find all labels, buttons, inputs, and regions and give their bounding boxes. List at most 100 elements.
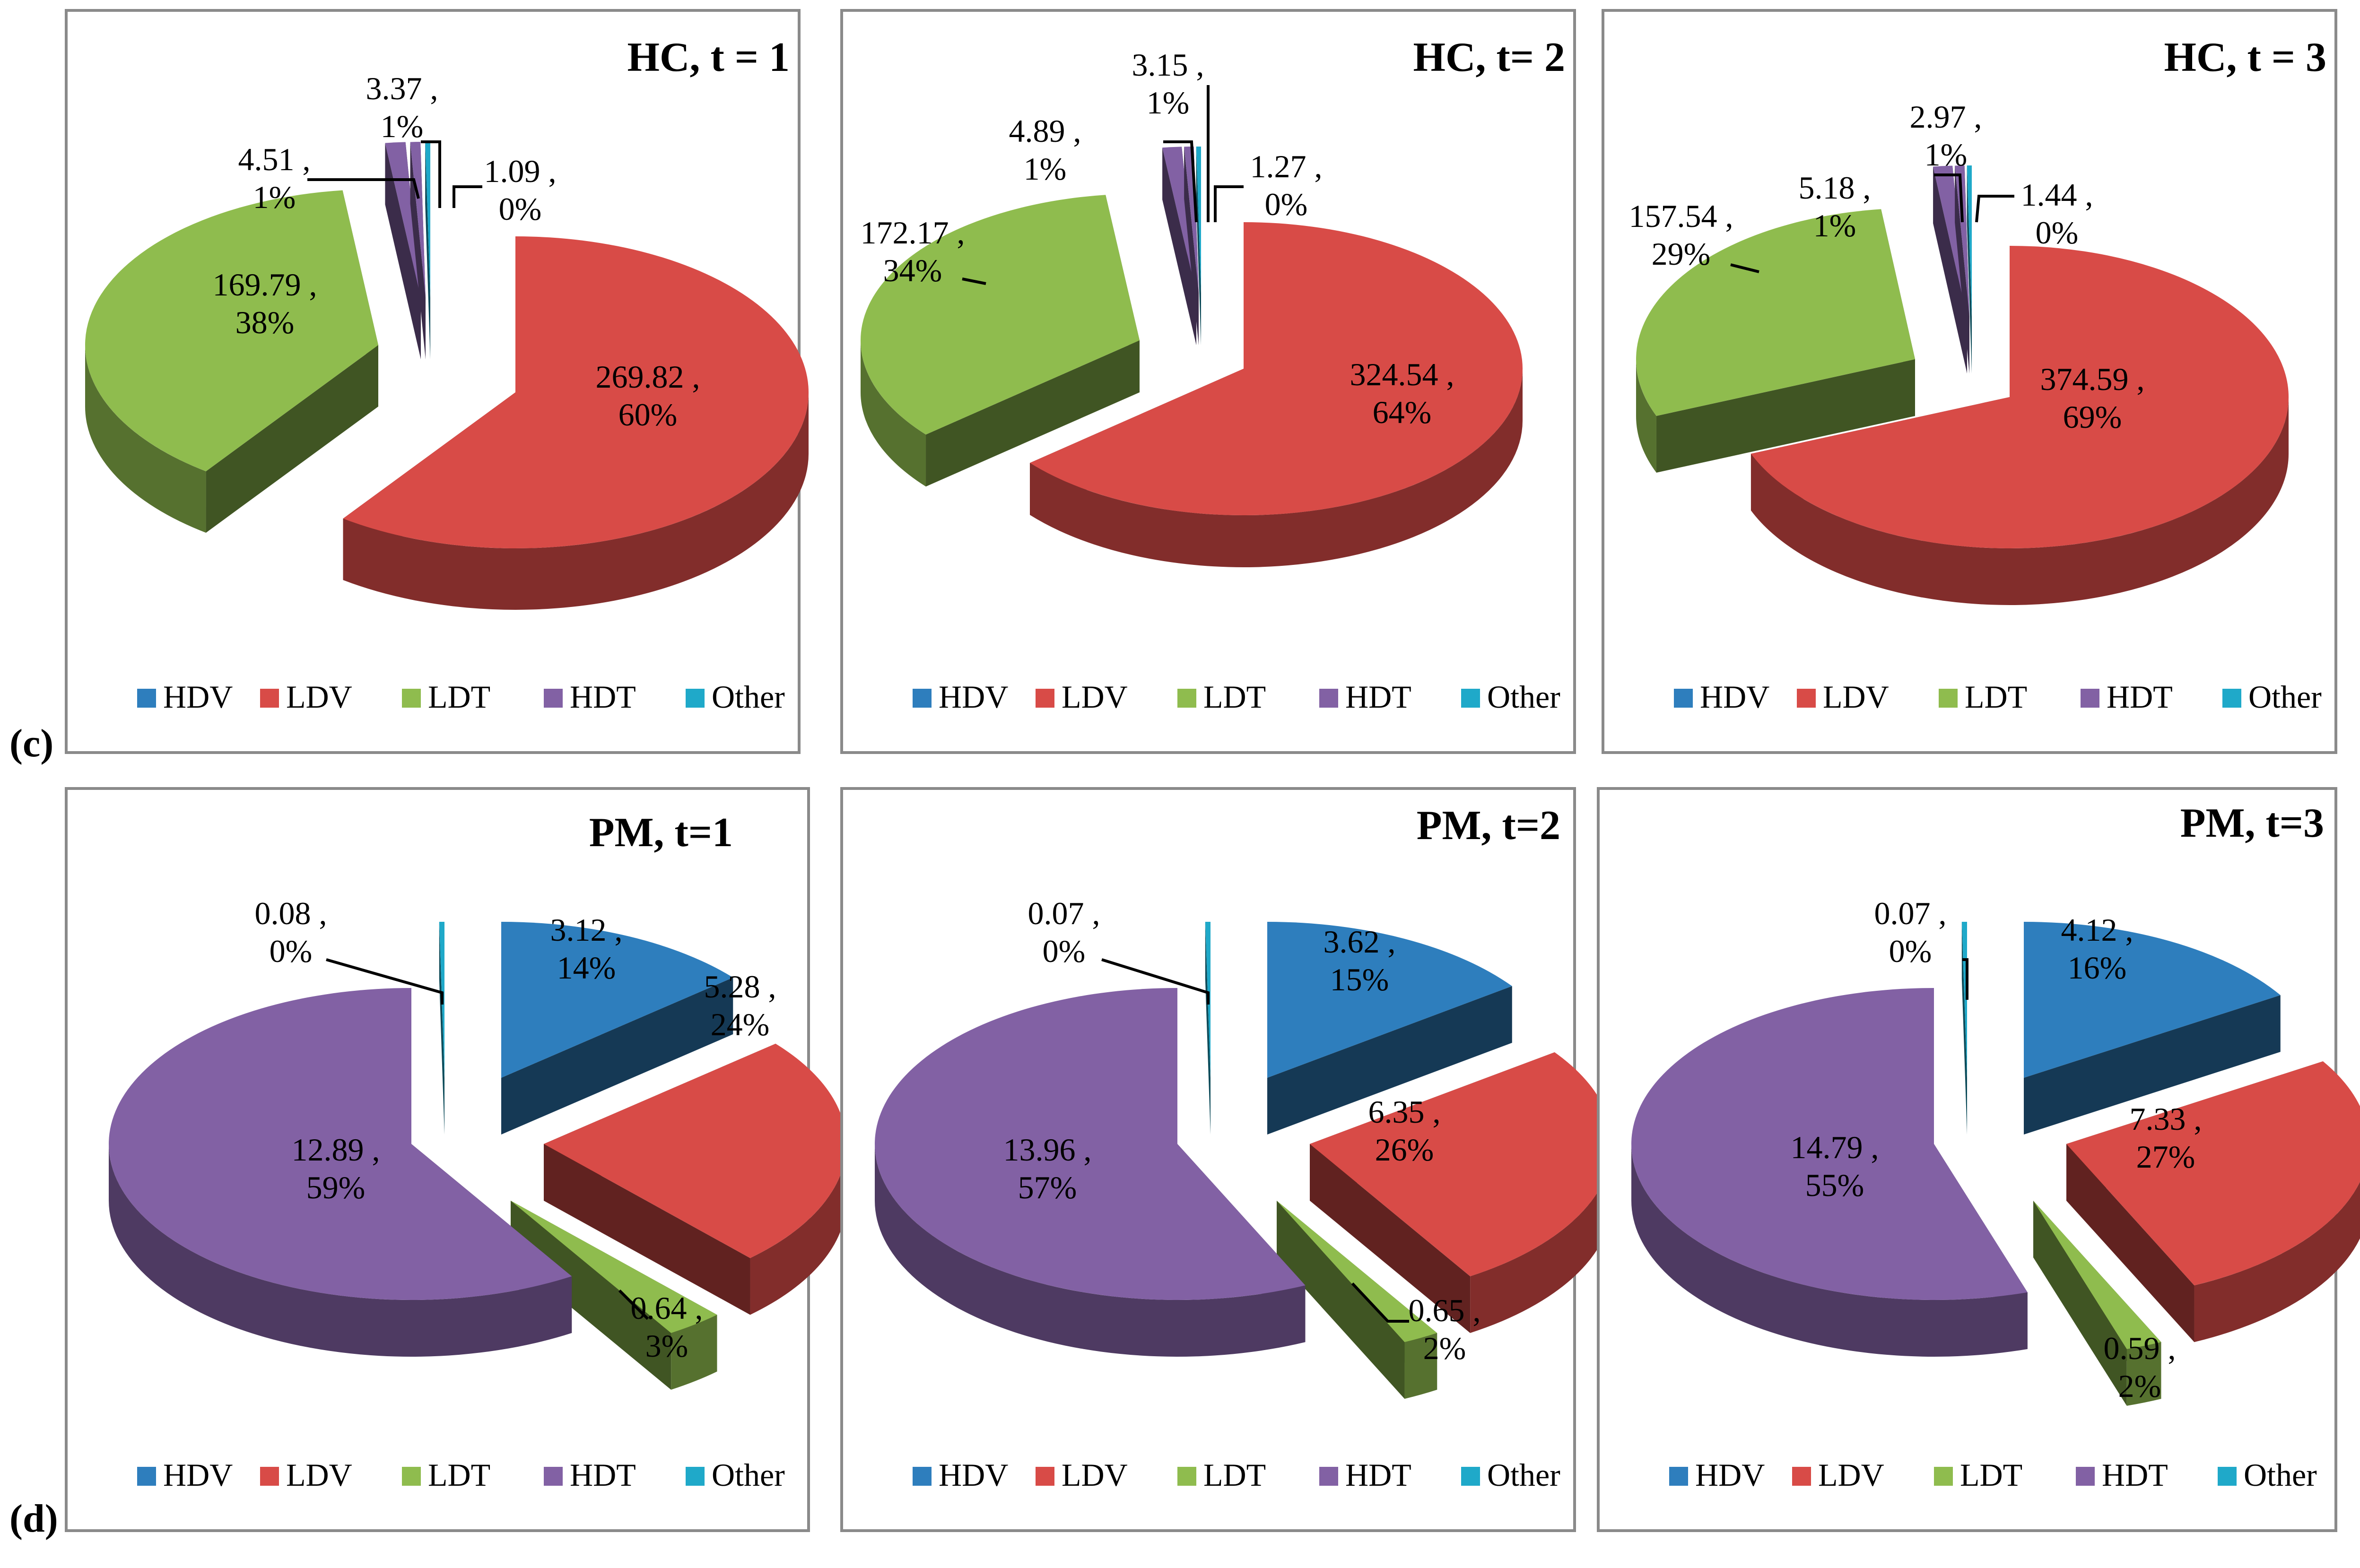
row-label-c: (c) xyxy=(9,721,53,765)
legend-label-ldv: LDV xyxy=(1062,1457,1128,1493)
data-label-ldt: 172.17 , 34% xyxy=(861,215,965,288)
legend-swatch-hdv xyxy=(1674,689,1693,708)
legend-label-ldt: LDT xyxy=(428,1457,490,1493)
chart-title: HC, t = 1 xyxy=(627,35,790,80)
data-label-other: 0.07 , 0% xyxy=(1028,895,1100,969)
row-label-d: (d) xyxy=(9,1497,58,1541)
legend-swatch-other xyxy=(686,689,705,708)
legend-swatch-ldv xyxy=(260,689,279,708)
pie-slice-ldt xyxy=(1277,1201,1437,1399)
legend: HDV LDV LDT HDT Other xyxy=(137,679,785,715)
legend-swatch-ldt xyxy=(1934,1467,1953,1486)
legend-label-hdv: HDV xyxy=(1700,679,1769,715)
legend-swatch-ldt xyxy=(402,1467,421,1486)
data-label-other: 1.27 , 0% xyxy=(1250,148,1323,222)
chart-panel-2: HC, t= 2 324.54 , 64% 172.17 , 34% 4.89 , 1% 3.… xyxy=(840,9,1576,754)
legend-label-ldv: LDV xyxy=(1823,679,1889,715)
data-label-ldt: 0.59 , 2% xyxy=(2104,1330,2176,1404)
legend-swatch-hdv xyxy=(913,1467,932,1486)
data-label-hdt: 4.51 , 1% xyxy=(238,141,311,215)
legend-label-other: Other xyxy=(2248,679,2322,715)
legend: HDV LDV LDT HDT Other xyxy=(137,1457,785,1493)
legend-label-ldv: LDV xyxy=(1062,679,1128,715)
pie-slice-ldt xyxy=(511,1201,717,1390)
data-label-hdt: 2.97 , 1% xyxy=(1910,99,1982,173)
pie-slice-other xyxy=(1196,147,1201,345)
legend-swatch-hdv xyxy=(913,689,932,708)
legend-label-hdt: HDT xyxy=(2102,1457,2168,1493)
legend-label-ldv: LDV xyxy=(1818,1457,1884,1493)
data-label-hdt: 5.18 , 1% xyxy=(1799,170,1871,243)
legend-swatch-hdt xyxy=(544,1467,563,1486)
chart-panel-6: PM, t=3 4.12 , 16% 7.33 , 27% 0.59 , 2% 14.79 ,… xyxy=(1597,787,2360,1532)
legend-label-ldt: LDT xyxy=(1965,679,2027,715)
data-label-ldv: 374.59 , 69% xyxy=(2040,361,2145,435)
legend-label-other: Other xyxy=(712,679,785,715)
data-label-hdt: 3.15 , 1% xyxy=(1132,47,1204,121)
legend: HDV LDV LDT HDT Other xyxy=(913,1457,1560,1493)
leader-line xyxy=(1214,185,1244,222)
data-label-hdt: 3.37 , 1% xyxy=(366,70,438,144)
chart-panel-5: PM, t=2 3.62 , 15% 6.35 , 26% 0.65 , 2% 13.96 ,… xyxy=(840,787,1612,1532)
data-label-ldv: 5.28 , 24% xyxy=(704,969,776,1042)
leader-line xyxy=(453,185,482,208)
legend-label-other: Other xyxy=(1487,1457,1560,1493)
legend-swatch-other xyxy=(1461,1467,1480,1486)
legend-label-other: Other xyxy=(712,1457,785,1493)
pie-slice-ldt xyxy=(2033,1201,2161,1406)
data-label-ldv: 324.54 , 64% xyxy=(1350,356,1454,430)
pie-slice-hdt xyxy=(108,988,572,1357)
legend-label-hdv: HDV xyxy=(163,1457,233,1493)
legend-swatch-other xyxy=(2218,1467,2237,1486)
legend-swatch-hdv xyxy=(137,1467,156,1486)
chart-panel-1: HC, t = 1 269.82 , 60% 169.79 , 38% 4.51 , 1% 3… xyxy=(65,9,809,754)
legend-swatch-hdt xyxy=(2076,1467,2095,1486)
data-label-ldt: 0.65 , 2% xyxy=(1409,1292,1481,1366)
legend-label-hdv: HDV xyxy=(939,1457,1008,1493)
pie-slice-ldt xyxy=(85,190,379,533)
legend: HDV LDV LDT HDT Other xyxy=(1674,679,2322,715)
legend-swatch-ldt xyxy=(1939,689,1958,708)
leader-line xyxy=(618,1289,649,1320)
data-label-other: 1.44 , 0% xyxy=(2021,177,2093,251)
legend-swatch-hdv xyxy=(137,689,156,708)
pie-slice-ldv xyxy=(1030,222,1523,567)
data-label-hdt: 14.79 , 55% xyxy=(1791,1129,1879,1203)
pie-slice-ldv xyxy=(544,1043,847,1315)
legend-swatch-ldv xyxy=(1036,689,1054,708)
legend-label-ldt: LDT xyxy=(428,679,490,715)
pie-slice-ldv xyxy=(1750,246,2289,606)
chart-panel-3: HC, t = 3 374.59 , 69% 157.54 , 29% 5.18 , 1% 2… xyxy=(1602,9,2337,754)
legend-label-hdv: HDV xyxy=(939,679,1008,715)
legend-swatch-hdv xyxy=(1669,1467,1688,1486)
leader-line xyxy=(1101,958,1210,1005)
leader-line xyxy=(1975,195,2014,223)
leader-line xyxy=(1730,263,1759,273)
leader-line xyxy=(1962,958,1968,1000)
legend-label-hdt: HDT xyxy=(1345,679,1411,715)
legend-swatch-hdt xyxy=(2081,689,2099,708)
legend-label-ldt: LDT xyxy=(1203,679,1266,715)
data-label-hdv: 3.12 , 14% xyxy=(550,912,623,986)
leader-line xyxy=(307,178,420,199)
chart-panel-4: PM, t=1 3.12 , 14% 5.28 , 24% 0.64 , 3% 12.89 ,… xyxy=(65,787,847,1532)
data-label-hdv: 3.62 , 15% xyxy=(1324,924,1396,997)
leader-line xyxy=(962,277,986,285)
data-label-ldt: 0.64 , 3% xyxy=(631,1290,703,1364)
chart-title: HC, t= 2 xyxy=(1413,35,1565,80)
legend-swatch-ldt xyxy=(402,689,421,708)
pie-slice-ldt xyxy=(1636,209,1915,473)
legend-label-ldv: LDV xyxy=(286,679,352,715)
leader-line xyxy=(1163,140,1198,223)
data-label-ldv: 269.82 , 60% xyxy=(596,359,700,433)
chart-title: PM, t=1 xyxy=(589,810,733,856)
legend-swatch-other xyxy=(1461,689,1480,708)
legend: HDV LDV LDT HDT Other xyxy=(1669,1457,2317,1493)
legend-swatch-ldv xyxy=(1797,689,1816,708)
data-label-other: 1.09 , 0% xyxy=(484,153,557,227)
pie-slice-other xyxy=(425,142,430,359)
legend-swatch-hdt xyxy=(544,689,563,708)
chart-title: PM, t=2 xyxy=(1417,803,1560,849)
leader-line xyxy=(1934,173,1964,223)
